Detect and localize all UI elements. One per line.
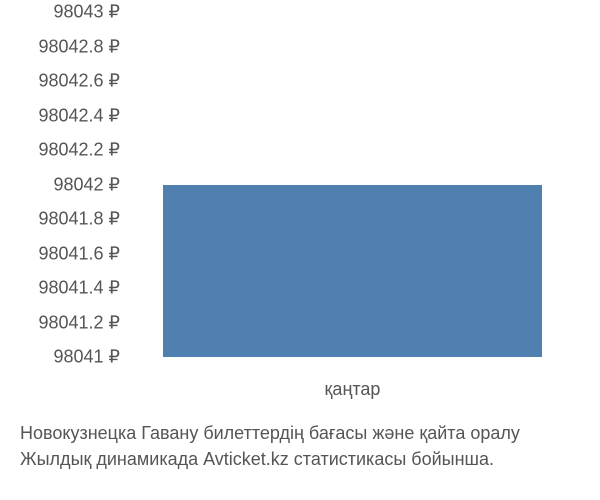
plot-area (130, 12, 575, 357)
y-tick-label: 98042.8 ₽ (38, 36, 120, 57)
y-tick-label: 98041.6 ₽ (38, 243, 120, 264)
caption-line: Новокузнецка Гавану билеттердің бағасы ж… (20, 420, 600, 446)
y-tick-label: 98042 ₽ (53, 174, 120, 195)
y-tick-label: 98042.4 ₽ (38, 105, 120, 126)
y-tick-label: 98041.2 ₽ (38, 312, 120, 333)
y-tick-label: 98042.2 ₽ (38, 140, 120, 161)
bar (163, 185, 541, 358)
y-tick-label: 98042.6 ₽ (38, 71, 120, 92)
price-bar-chart: 98041 ₽ 98041.2 ₽ 98041.4 ₽ 98041.6 ₽ 98041.… (0, 0, 600, 500)
y-tick-label: 98041 ₽ (53, 347, 120, 368)
y-tick-label: 98041.8 ₽ (38, 209, 120, 230)
caption-line: Жылдық динамикада Avticket.kz статистика… (20, 446, 600, 472)
x-tick-label: қаңтар (325, 379, 381, 400)
y-tick-label: 98043 ₽ (53, 2, 120, 23)
y-tick-label: 98041.4 ₽ (38, 278, 120, 299)
chart-caption: Новокузнецка Гавану билеттердің бағасы ж… (20, 420, 600, 472)
